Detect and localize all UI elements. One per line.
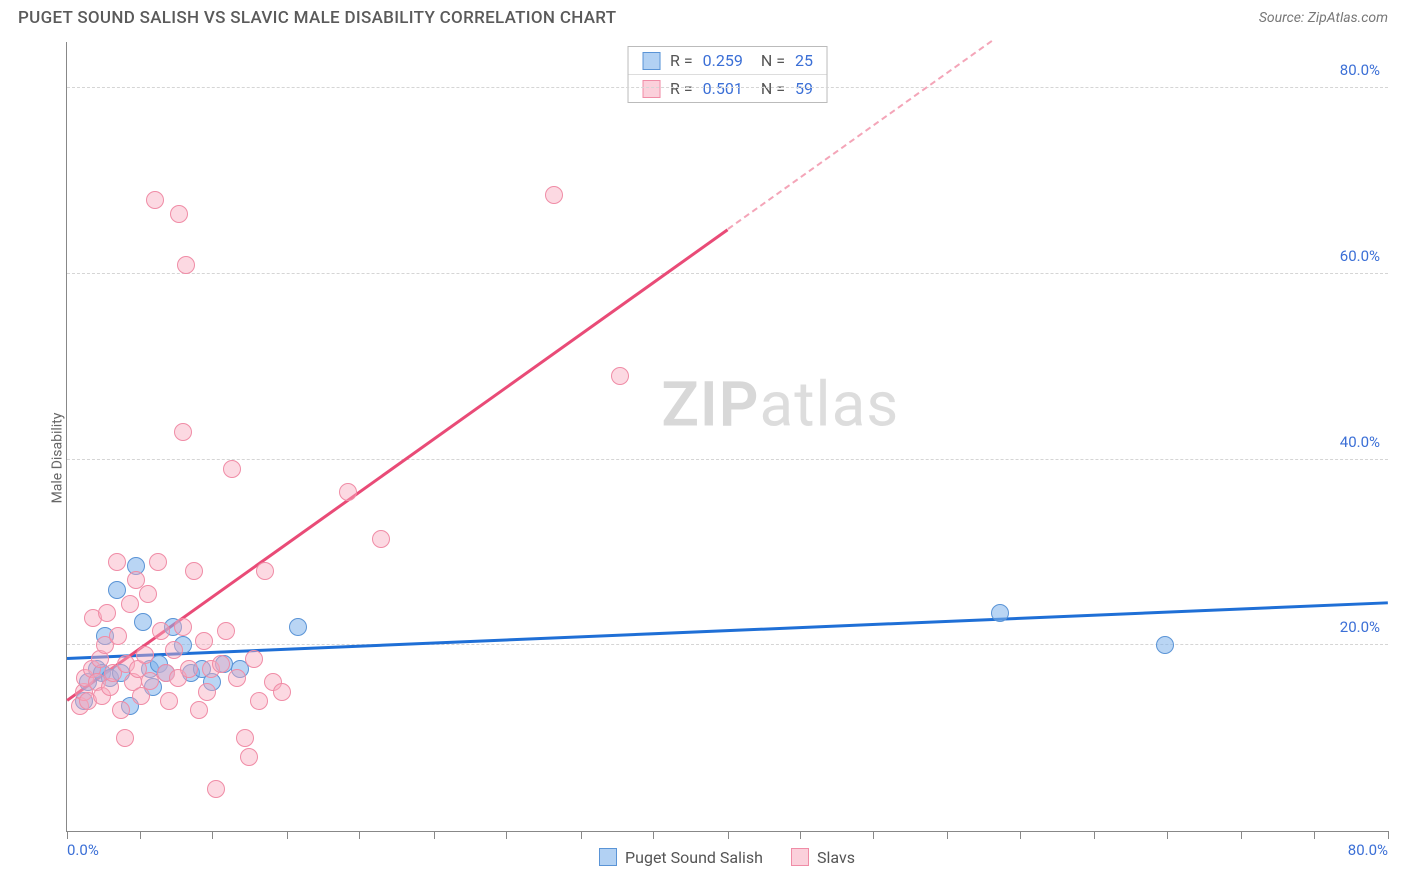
data-point [198, 683, 216, 701]
x-tick [1020, 831, 1021, 839]
data-point [116, 729, 134, 747]
data-point [165, 641, 183, 659]
data-point [1156, 636, 1174, 654]
x-tick [1241, 831, 1242, 839]
data-point [611, 367, 629, 385]
data-point [185, 562, 203, 580]
data-point [170, 205, 188, 223]
swatch-icon [791, 848, 809, 866]
gridline-h [67, 87, 1388, 88]
swatch-icon [642, 52, 660, 70]
stats-row-series-1: R =0.259 N =25 [628, 47, 827, 74]
data-point [212, 655, 230, 673]
data-point [250, 692, 268, 710]
x-tick [653, 831, 654, 839]
x-tick [434, 831, 435, 839]
data-point [273, 683, 291, 701]
source-credit: Source: ZipAtlas.com [1259, 10, 1388, 26]
gridline-h [67, 644, 1388, 645]
data-point [217, 622, 235, 640]
trend-line [67, 601, 1388, 659]
legend-item: Puget Sound Salish [599, 848, 763, 867]
data-point [223, 460, 241, 478]
data-point [121, 595, 139, 613]
data-point [339, 483, 357, 501]
data-point [236, 729, 254, 747]
data-point [112, 701, 130, 719]
data-point [141, 672, 159, 690]
legend-item: Slavs [791, 848, 855, 867]
data-point [228, 669, 246, 687]
y-tick-label: 80.0% [1340, 61, 1380, 79]
x-tick [1167, 831, 1168, 839]
y-tick-label: 40.0% [1340, 433, 1380, 451]
data-point [132, 687, 150, 705]
x-tick [212, 831, 213, 839]
chart-container: Male Disability ZIPatlas R =0.259 N =25 … [18, 42, 1388, 874]
data-point [146, 191, 164, 209]
swatch-icon [599, 848, 617, 866]
y-axis-label: Male Disability [49, 413, 65, 504]
data-point [174, 423, 192, 441]
plot-area: ZIPatlas R =0.259 N =25 R =0.501 N =59 2… [66, 42, 1388, 832]
data-point [195, 632, 213, 650]
data-point [190, 701, 208, 719]
gridline-h [67, 459, 1388, 460]
x-tick [873, 831, 874, 839]
watermark: ZIPatlas [661, 368, 899, 441]
data-point [139, 585, 157, 603]
x-axis-legend: Puget Sound Salish Slavs [66, 840, 1388, 874]
data-point [177, 256, 195, 274]
x-tick [1388, 831, 1389, 839]
data-point [180, 660, 198, 678]
chart-title: PUGET SOUND SALISH VS SLAVIC MALE DISABI… [18, 8, 616, 28]
y-tick-label: 60.0% [1340, 247, 1380, 265]
x-tick [506, 831, 507, 839]
data-point [152, 622, 170, 640]
x-tick [947, 831, 948, 839]
x-tick [800, 831, 801, 839]
data-point [545, 186, 563, 204]
gridline-h [67, 273, 1388, 274]
data-point [991, 604, 1009, 622]
x-tick [359, 831, 360, 839]
data-point [240, 748, 258, 766]
x-tick [1094, 831, 1095, 839]
data-point [149, 553, 167, 571]
y-tick-label: 20.0% [1340, 618, 1380, 636]
x-tick [67, 831, 68, 839]
data-point [136, 646, 154, 664]
x-tick [287, 831, 288, 839]
data-point [98, 604, 116, 622]
data-point [174, 618, 192, 636]
data-point [134, 613, 152, 631]
data-point [256, 562, 274, 580]
x-tick [728, 831, 729, 839]
data-point [245, 650, 263, 668]
x-tick [140, 831, 141, 839]
data-point [160, 692, 178, 710]
x-tick [1314, 831, 1315, 839]
data-point [207, 780, 225, 798]
correlation-stats-box: R =0.259 N =25 R =0.501 N =59 [627, 46, 828, 103]
x-tick [581, 831, 582, 839]
data-point [289, 618, 307, 636]
data-point [372, 530, 390, 548]
data-point [108, 553, 126, 571]
swatch-icon [642, 80, 660, 98]
data-point [109, 627, 127, 645]
